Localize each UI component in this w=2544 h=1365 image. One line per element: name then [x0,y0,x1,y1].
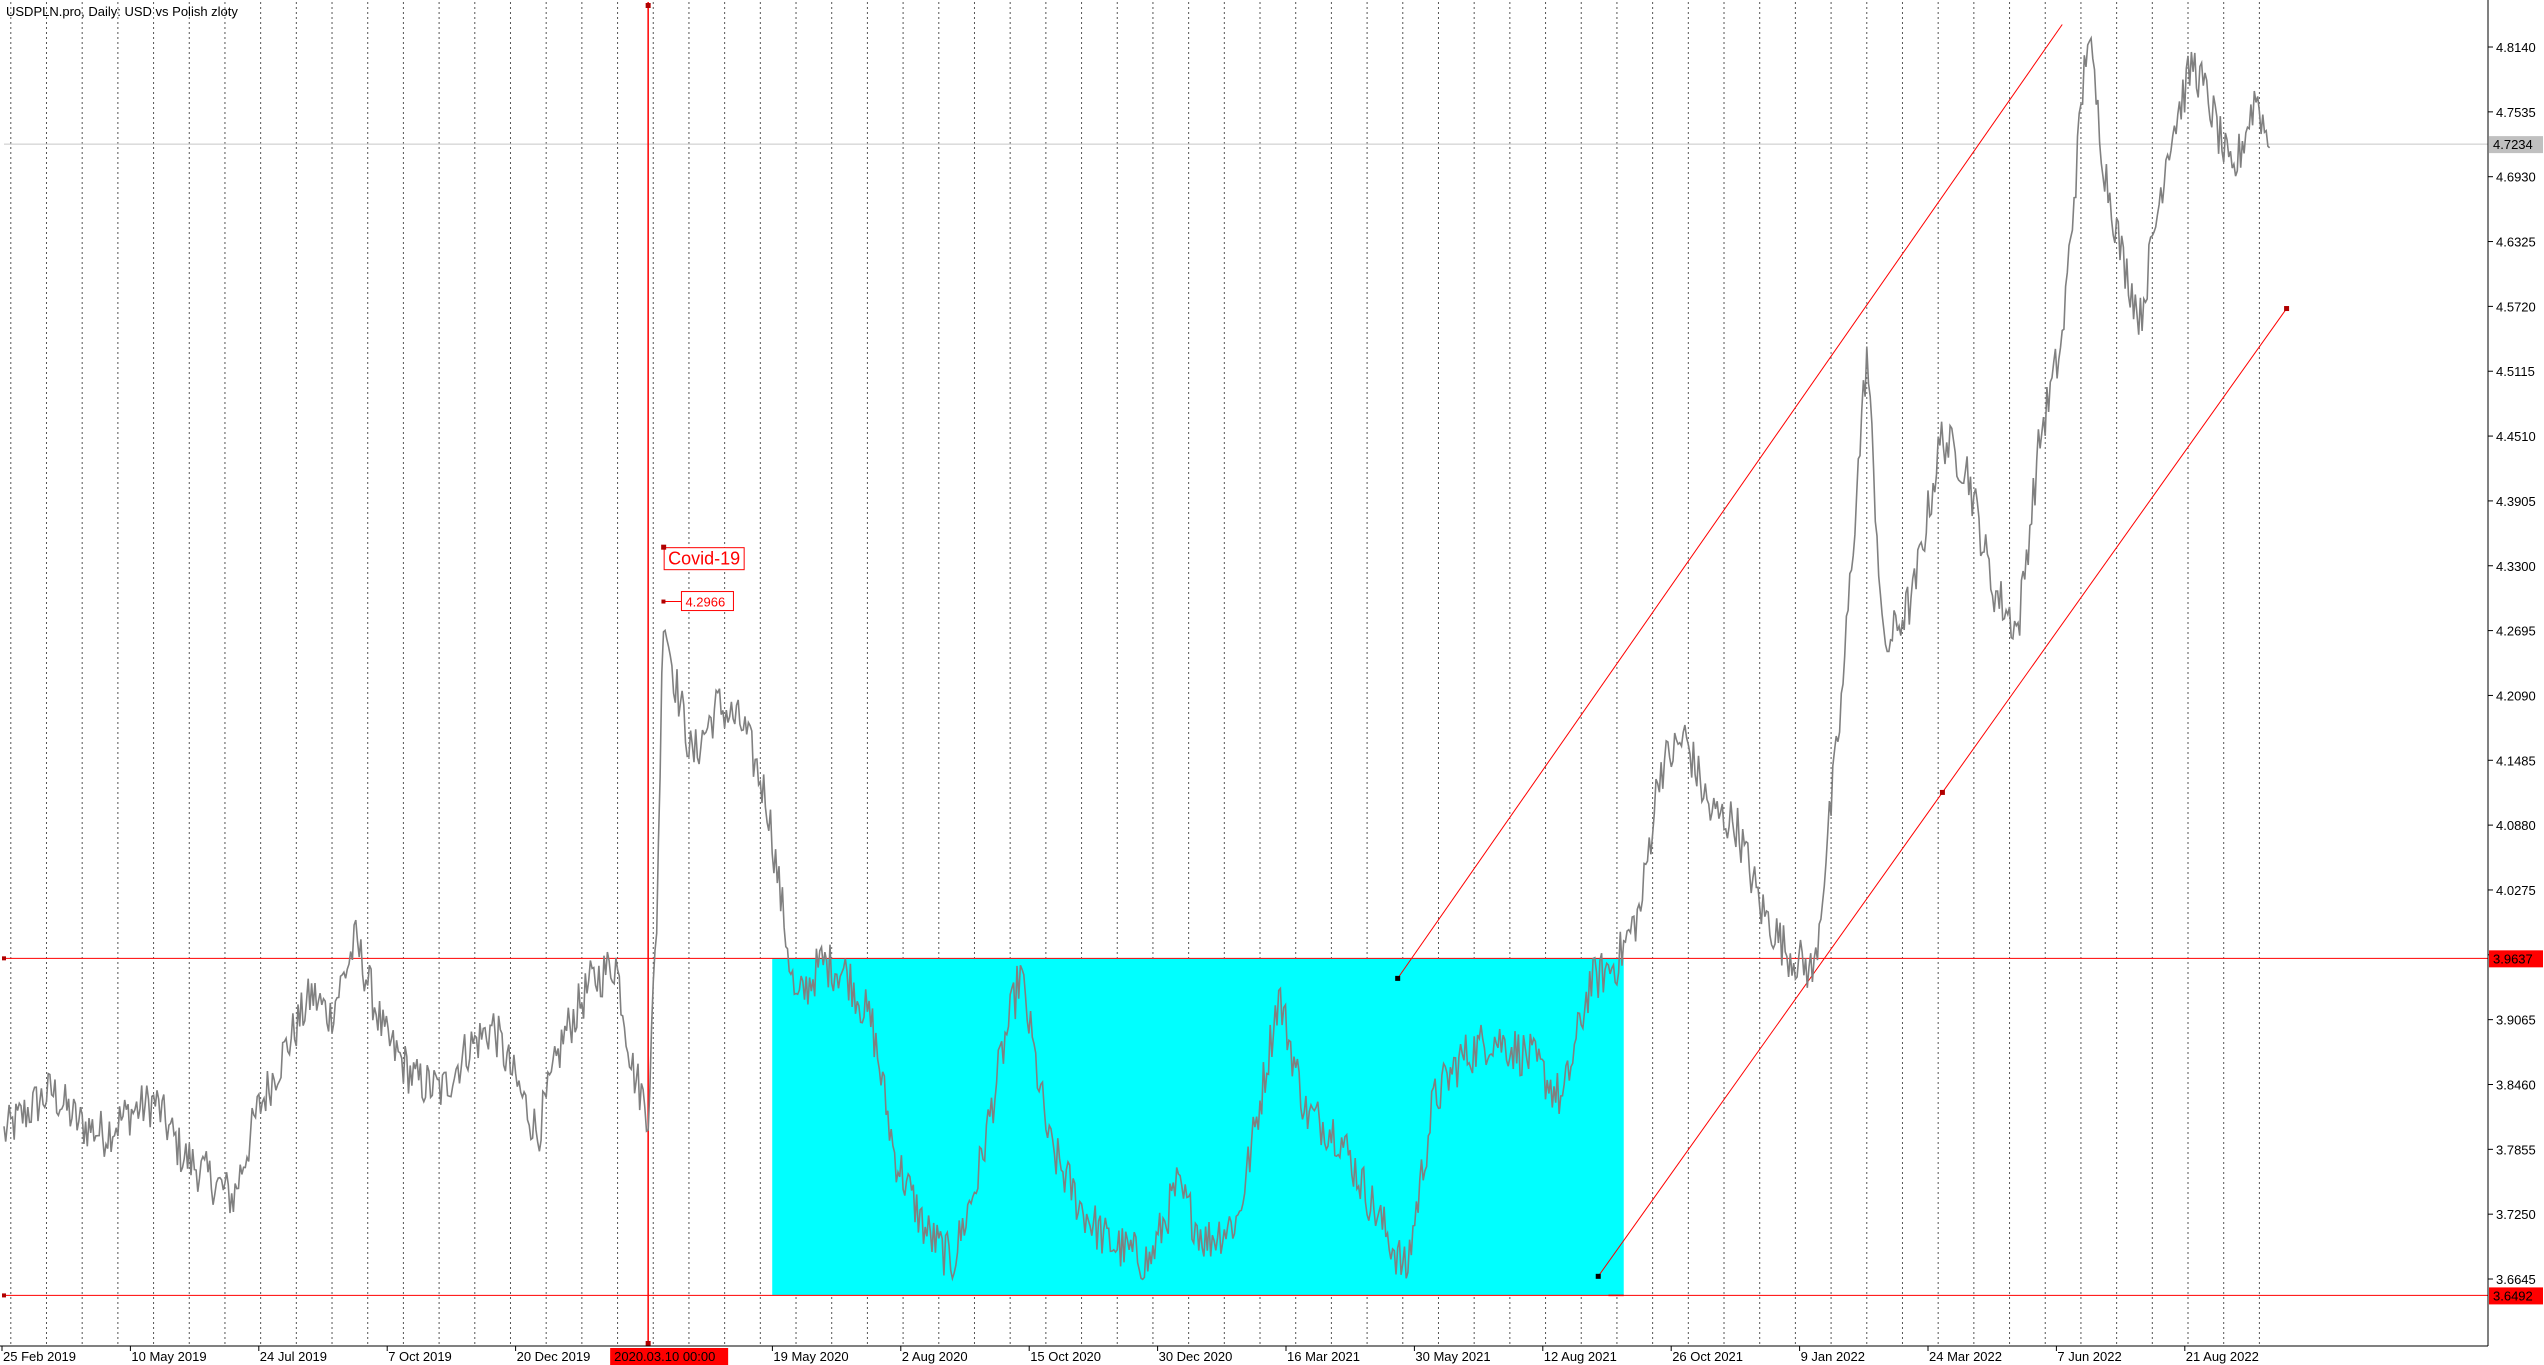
channel-lower-start-handle[interactable] [1595,1273,1601,1279]
covid-label-handle[interactable] [661,544,667,550]
x-tick-label: 7 Jun 2022 [2057,1349,2121,1364]
x-tick-label: 24 Jul 2019 [260,1349,327,1364]
level-price-tag [2489,950,2543,968]
y-tick-label: 4.3300 [2496,559,2536,574]
horizontal-levels [2,143,2488,1298]
covid-label-box [663,547,745,571]
y-tick-label: 3.8460 [2496,1077,2536,1092]
event-date-label: 2020.03.10 00:00 [614,1349,715,1364]
event-line-handle-top[interactable] [645,3,651,8]
channel-upper-line[interactable] [1397,24,2063,979]
trend-channel [1395,24,2290,1297]
y-tick-label: 4.7535 [2496,105,2536,120]
level-price-label: 3.6492 [2493,1288,2533,1303]
level-handle[interactable] [2,956,6,961]
level-handle[interactable] [2,1293,6,1298]
y-tick-label: 4.1485 [2496,753,2536,768]
covid-annotation: Covid-19 4.2966 [645,3,745,1346]
y-tick-label: 3.7855 [2496,1142,2536,1157]
y-tick-label: 3.9065 [2496,1013,2536,1028]
level-price-label: 3.9637 [2493,951,2533,966]
x-tick-label: 25 Feb 2019 [3,1349,76,1364]
x-tick-label: 16 Mar 2021 [1287,1349,1360,1364]
x-tick-label: 12 Aug 2021 [1544,1349,1617,1364]
x-tick-label: 30 Dec 2020 [1159,1349,1233,1364]
current-price-tag [2489,136,2543,154]
current-price-label: 4.7234 [2493,137,2533,152]
y-tick-label: 3.7250 [2496,1207,2536,1222]
x-tick-label: 2 Aug 2020 [902,1349,968,1364]
channel-upper-start-handle[interactable] [1395,975,1401,981]
y-tick-label: 4.2695 [2496,624,2536,639]
x-tick-label: 10 May 2019 [131,1349,206,1364]
chart-title: USDPLN.pro, Daily: USD vs Polish zloty [6,4,238,19]
x-tick-label: 9 Jan 2022 [1801,1349,1865,1364]
y-tick-label: 4.2090 [2496,688,2536,703]
x-tick-label: 30 May 2021 [1415,1349,1490,1364]
y-tick-label: 4.5720 [2496,299,2536,314]
y-tick-label: 4.0275 [2496,883,2536,898]
x-tick-label: 24 Mar 2022 [1929,1349,2002,1364]
channel-mid-handle[interactable] [1939,789,1945,795]
x-tick-label: 21 Aug 2022 [2186,1349,2259,1364]
x-tick-label: 7 Oct 2019 [388,1349,452,1364]
peak-price-label: 4.2966 [685,595,725,610]
y-tick-label: 4.6325 [2496,235,2536,250]
y-tick-label: 4.0880 [2496,818,2536,833]
covid-label: Covid-19 [668,549,740,569]
price-series-line [3,35,2271,1282]
x-tick-label: 20 Dec 2019 [517,1349,591,1364]
y-tick-label: 4.5115 [2496,364,2535,379]
y-tick-label: 3.6645 [2496,1272,2536,1287]
channel-lower-end-handle[interactable] [2284,306,2290,312]
peak-handle[interactable] [661,599,666,604]
y-tick-label: 4.4510 [2496,429,2536,444]
level-price-tag [2489,1287,2543,1305]
x-tick-label: 15 Oct 2020 [1030,1349,1101,1364]
event-line-handle-bottom[interactable] [645,1341,651,1346]
y-tick-label: 4.8140 [2496,40,2536,55]
x-tick-label: 19 May 2020 [773,1349,848,1364]
event-date-tag [610,1348,729,1365]
x-tick-label: 26 Oct 2021 [1672,1349,1743,1364]
y-tick-label: 4.3905 [2496,494,2536,509]
y-tick-label: 4.6930 [2496,170,2536,185]
peak-label-box [680,591,734,612]
